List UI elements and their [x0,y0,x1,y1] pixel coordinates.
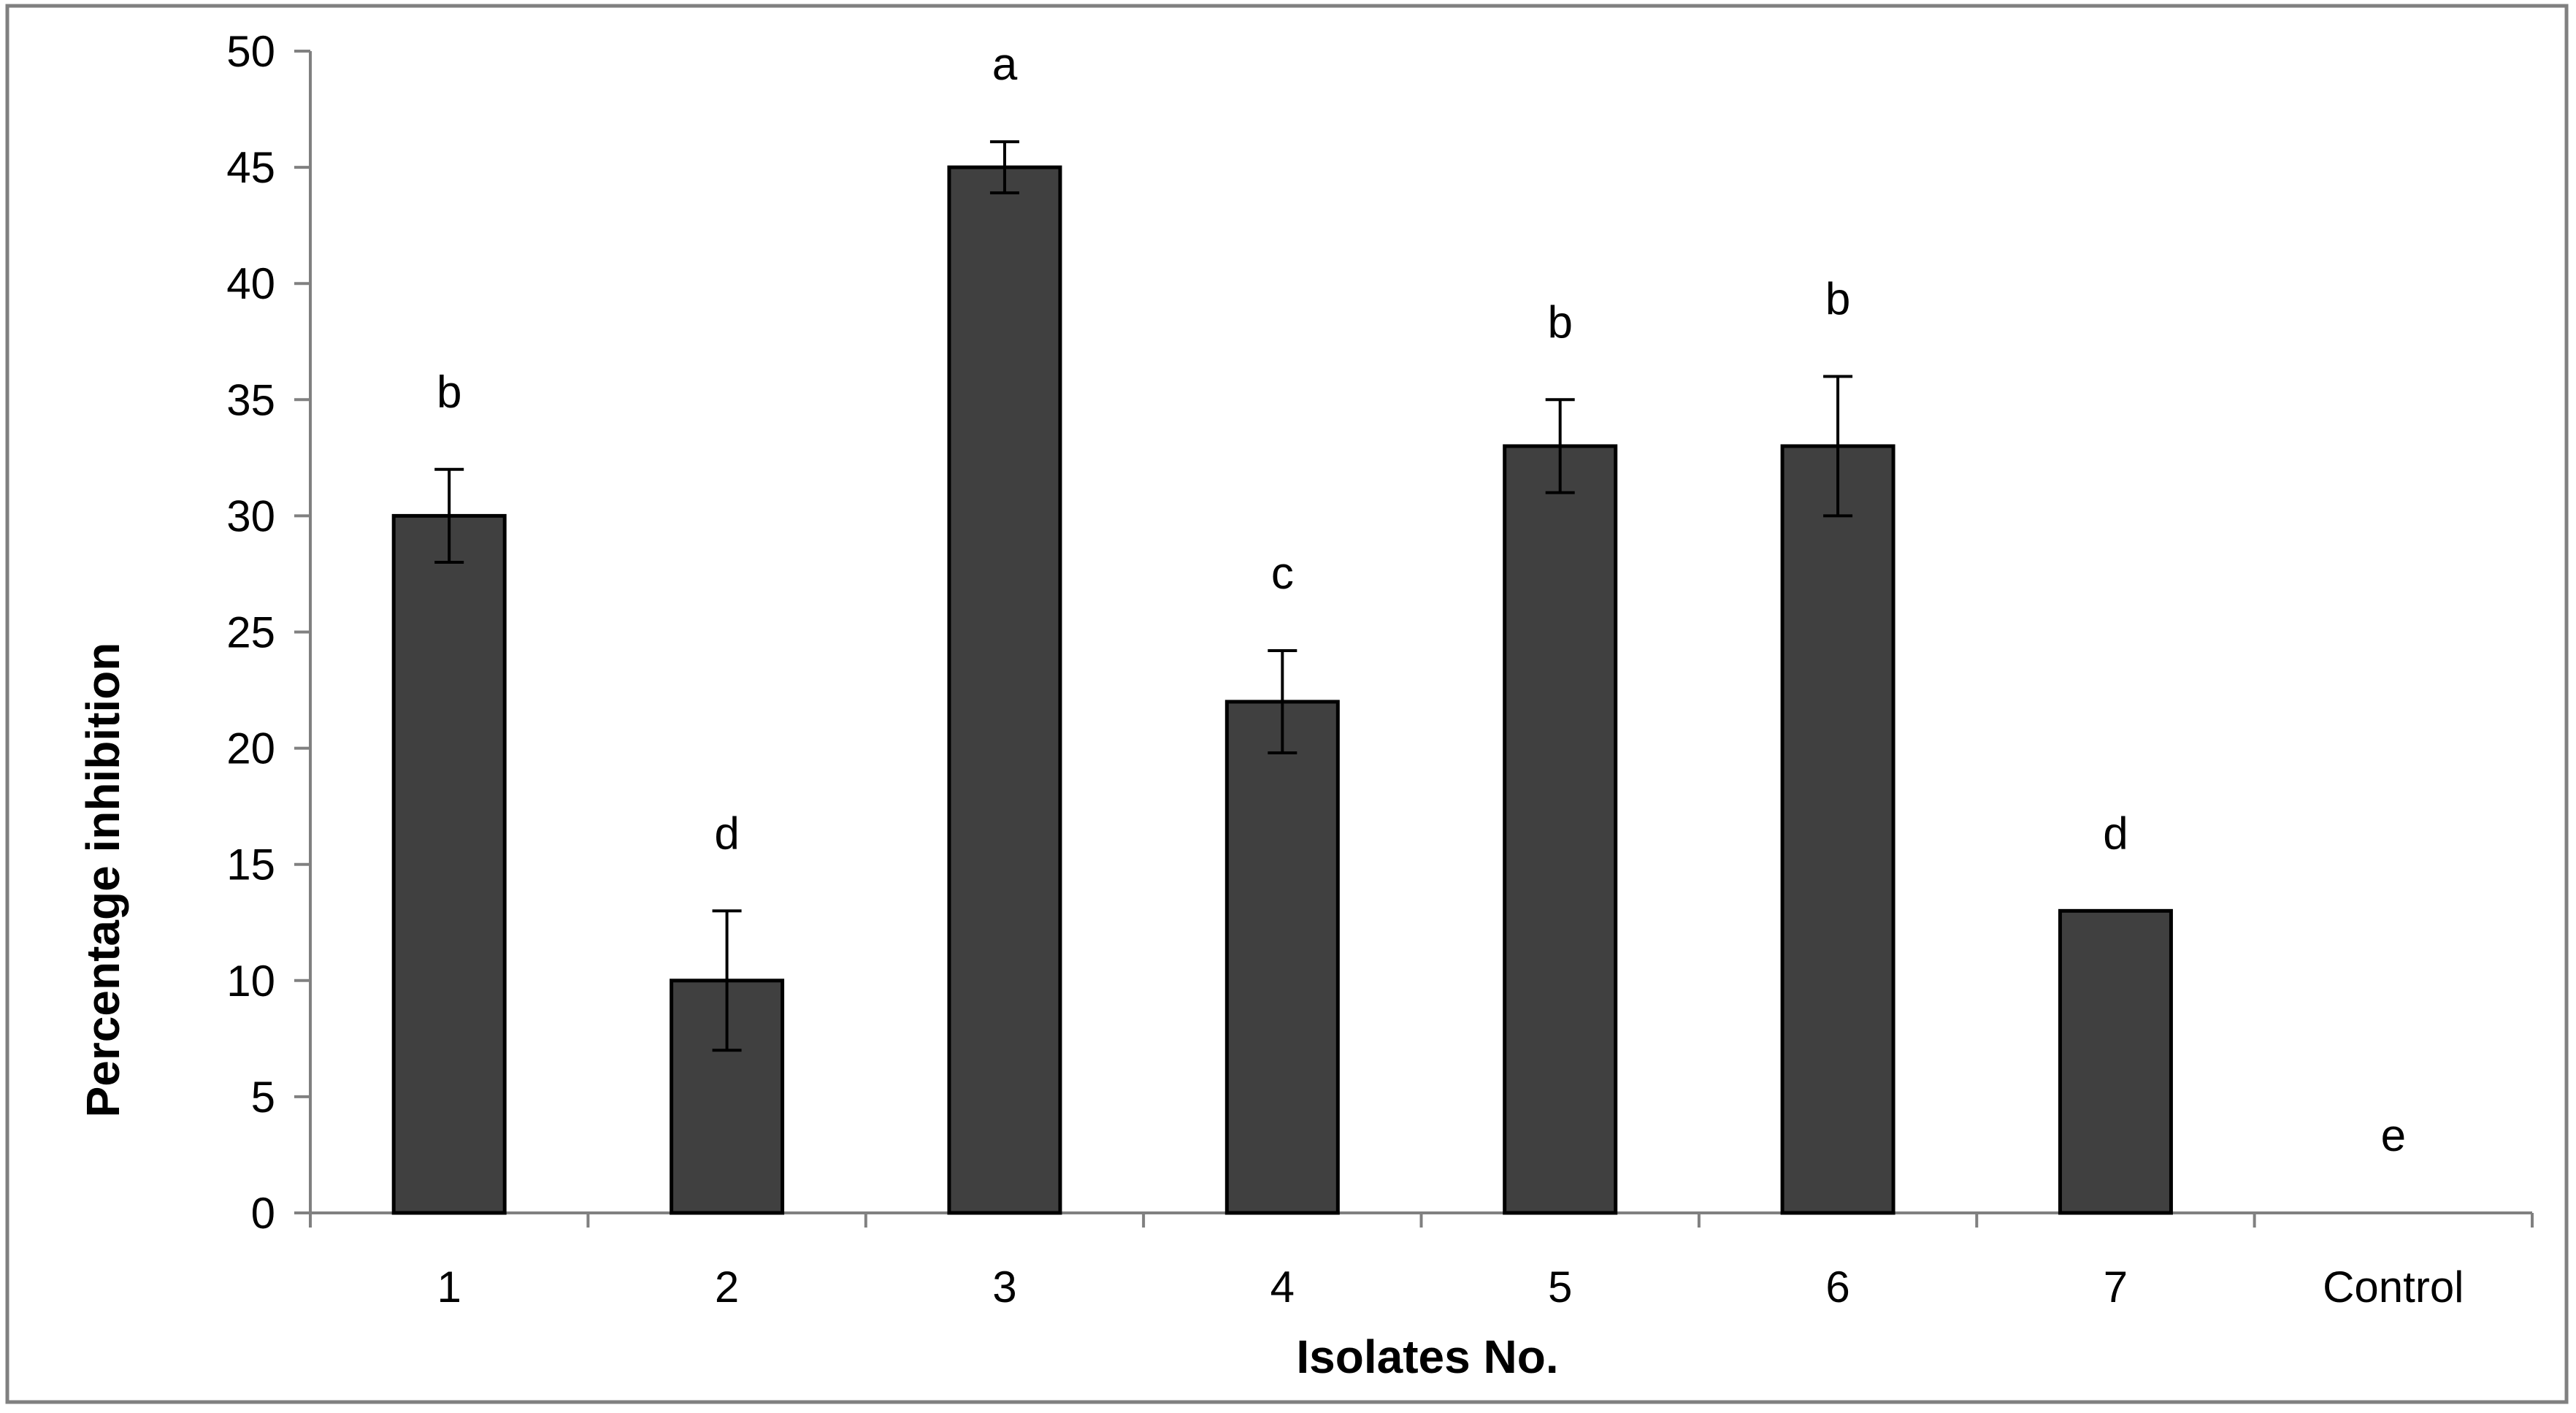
bar-6 [1780,444,1895,1215]
x-tick-label: 1 [437,1263,461,1311]
significance-label: b [1825,274,1850,324]
bar-1 [391,513,507,1215]
error-bar-1 [434,467,464,564]
y-tick-label: 0 [251,1189,275,1238]
error-bar-3 [989,140,1019,195]
bar-7 [2058,908,2173,1215]
x-tick-label: 2 [715,1263,739,1311]
significance-label: b [1547,297,1572,348]
y-tick-label: 25 [226,608,275,657]
significance-labels: b d a c b b d e [437,39,2406,1161]
y-axis-title: Percentage inhibition [77,643,129,1118]
y-tick-label: 50 [226,27,275,76]
y-tick-label: 15 [226,840,275,889]
y-tick-label: 35 [226,375,275,424]
y-tick-label: 5 [251,1073,275,1122]
x-tick-label: 5 [1548,1263,1572,1311]
bar-3 [947,165,1062,1215]
error-bar-5 [1545,398,1575,494]
error-bar-6 [1823,375,1853,518]
x-axis-title: Isolates No. [1296,1330,1558,1383]
y-tick-label: 20 [226,724,275,773]
significance-label: b [437,367,461,418]
y-tick-label: 30 [226,491,275,540]
y-tick-label: 40 [226,259,275,308]
error-bars [434,140,1853,1052]
bar-4 [1224,700,1340,1215]
x-axis: 1 2 3 4 5 6 7 Control [309,1211,2534,1311]
significance-label: c [1271,548,1294,599]
x-tick-label: 7 [2104,1263,2128,1311]
error-bar-4 [1268,648,1297,754]
x-tick-label: Control [2323,1263,2464,1311]
x-tick-label: 6 [1825,1263,1849,1311]
x-tick-label: 3 [992,1263,1016,1311]
y-tick-label: 10 [226,957,275,1006]
significance-label: d [2103,808,2128,859]
significance-label: a [992,39,1018,90]
x-tick-label: 4 [1270,1263,1295,1311]
significance-label: d [714,808,739,859]
chart-border [5,4,2569,1404]
bar-5 [1503,444,1618,1215]
significance-label: e [2381,1111,2406,1161]
y-tick-label: 45 [226,143,275,192]
y-axis: 0 5 10 15 20 25 30 35 40 45 50 [226,27,312,1238]
error-bar-2 [712,909,742,1052]
